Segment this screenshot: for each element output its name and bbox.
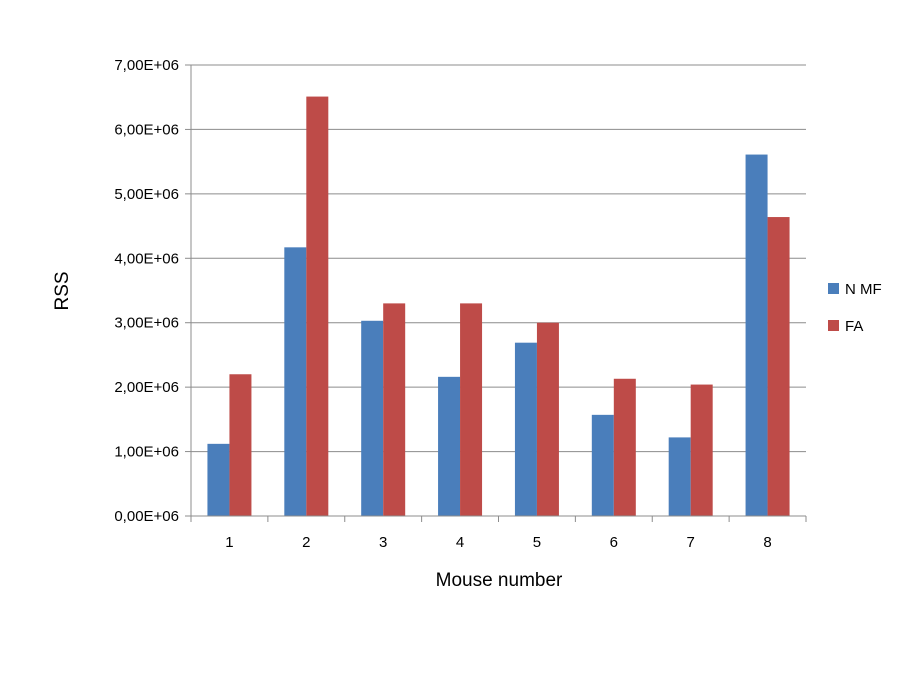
bar-n-mf-5 — [514, 342, 537, 516]
x-tick-label: 1 — [225, 534, 233, 551]
bars — [207, 96, 790, 516]
bar-n-mf-6 — [591, 414, 614, 516]
x-tick-labels: 1 2 3 4 5 6 7 8 — [190, 516, 807, 551]
bar-fa-5 — [536, 322, 559, 516]
y-tick-label: 0,00E+06 — [114, 508, 179, 525]
bar-fa-3 — [383, 303, 406, 516]
x-tick-label: 6 — [610, 534, 618, 551]
x-tick-label: 7 — [687, 534, 695, 551]
x-tick-label: 2 — [302, 534, 310, 551]
x-tick-label: 3 — [379, 534, 387, 551]
y-tick-label: 6,00E+06 — [114, 121, 179, 138]
x-axis-title: Mouse number — [436, 570, 563, 591]
y-tick-label: 5,00E+06 — [114, 186, 179, 203]
bar-fa-8 — [767, 217, 790, 516]
bar-fa-2 — [306, 96, 329, 516]
bar-fa-4 — [460, 303, 483, 516]
bar-fa-6 — [613, 378, 636, 516]
y-tick-label: 3,00E+06 — [114, 315, 179, 332]
legend-label: N MF — [845, 281, 882, 298]
bar-n-mf-1 — [207, 443, 230, 516]
bar-fa-1 — [229, 374, 252, 516]
axes — [190, 65, 806, 517]
x-tick-label: 4 — [456, 534, 464, 551]
legend: N MF FA — [828, 281, 882, 335]
y-tick-labels: 0,00E+06 1,00E+06 2,00E+06 3,00E+06 4,00E+06… — [114, 57, 191, 525]
legend-swatch — [828, 320, 839, 331]
bar-fa-7 — [690, 384, 713, 516]
legend-label: FA — [845, 318, 863, 335]
gridlines — [191, 64, 806, 453]
bar-n-mf-2 — [284, 247, 307, 516]
legend-swatch — [828, 283, 839, 294]
bar-n-mf-8 — [745, 154, 768, 516]
x-tick-label: 5 — [533, 534, 541, 551]
x-tick-label: 8 — [763, 534, 771, 551]
bar-n-mf-3 — [361, 320, 384, 516]
y-tick-label: 7,00E+06 — [114, 57, 179, 74]
y-axis-title: RSS — [52, 271, 73, 310]
bar-n-mf-7 — [668, 437, 691, 516]
bar-n-mf-4 — [438, 376, 461, 516]
y-tick-label: 2,00E+06 — [114, 379, 179, 396]
y-tick-label: 4,00E+06 — [114, 250, 179, 267]
y-tick-label: 1,00E+06 — [114, 444, 179, 461]
